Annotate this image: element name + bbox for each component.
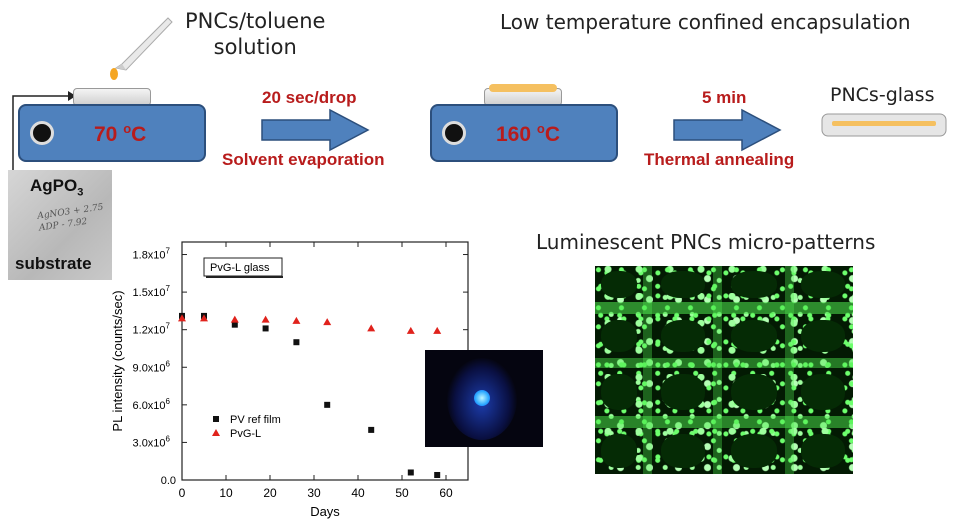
step2-time: 5 min bbox=[702, 88, 747, 107]
y-tick-label: 9.0x106 bbox=[133, 359, 171, 374]
data-point bbox=[406, 326, 415, 334]
y-tick-label: 1.8x107 bbox=[133, 247, 171, 262]
pipette-icon bbox=[110, 17, 173, 80]
y-tick-label: 3.0x106 bbox=[133, 434, 171, 449]
hotplate-knob-icon bbox=[442, 121, 466, 145]
y-tick-label: 1.5x107 bbox=[133, 284, 171, 299]
hotplate-knob-icon bbox=[30, 121, 54, 145]
arrow-right-icon bbox=[261, 108, 370, 152]
legend-marker bbox=[213, 416, 219, 422]
x-tick-label: 30 bbox=[307, 486, 321, 500]
hotplate-160: 160 oC bbox=[430, 104, 618, 162]
legend-entry: PV ref film bbox=[230, 414, 281, 426]
x-tick-label: 20 bbox=[263, 486, 277, 500]
y-tick-label: 6.0x106 bbox=[133, 397, 171, 412]
data-point bbox=[231, 321, 238, 328]
pl-intensity-chart: 0 10 20 30 40 50 60 0.0 3.0x106 6.0x106 9.0x106 1.2… bbox=[110, 241, 469, 519]
data-point bbox=[323, 318, 332, 326]
pncs-glass-dish-icon bbox=[821, 113, 947, 137]
data-point bbox=[433, 326, 442, 334]
temperature-70: 70 oC bbox=[94, 121, 147, 146]
x-tick-label: 60 bbox=[439, 486, 453, 500]
substrate-formula: AgPO3 bbox=[30, 176, 84, 199]
data-point bbox=[367, 324, 376, 332]
substrate-label: substrate bbox=[15, 254, 92, 273]
data-point bbox=[292, 316, 301, 324]
data-point bbox=[261, 315, 270, 323]
data-point bbox=[178, 314, 186, 322]
legend-marker bbox=[212, 429, 220, 436]
data-point bbox=[368, 426, 375, 433]
x-tick-label: 10 bbox=[219, 486, 233, 500]
step1-rate: 20 sec/drop bbox=[262, 88, 357, 107]
x-tick-label: 40 bbox=[351, 486, 365, 500]
y-tick-label: 0.0 bbox=[161, 475, 176, 487]
data-point bbox=[200, 314, 208, 322]
legend-box-title: PvG-L glass bbox=[210, 262, 270, 274]
handwriting-notes: AgNO3 + 2.75 ADP - 7.92 bbox=[36, 202, 105, 234]
data-point bbox=[293, 339, 300, 346]
step1-name: Solvent evaporation bbox=[222, 150, 385, 169]
hotplate-70: 70 oC bbox=[18, 104, 206, 162]
pncs-film bbox=[489, 84, 557, 92]
patterns-title: Luminescent PNCs micro-patterns bbox=[536, 230, 876, 254]
temperature-160: 160 oC bbox=[496, 121, 561, 146]
micro-pattern-image bbox=[595, 266, 853, 474]
y-tick-label: 1.2x107 bbox=[133, 322, 171, 337]
connector-line bbox=[12, 91, 76, 176]
x-tick-label: 0 bbox=[179, 486, 186, 500]
y-axis-label: PL intensity (counts/sec) bbox=[110, 290, 125, 431]
drop-icon bbox=[110, 68, 118, 80]
data-point bbox=[262, 325, 269, 332]
data-point bbox=[230, 315, 239, 323]
step2-name: Thermal annealing bbox=[644, 150, 795, 169]
x-tick-label: 50 bbox=[395, 486, 409, 500]
x-axis-label: Days bbox=[310, 504, 340, 519]
process-title: Low temperature confined encapsulation bbox=[500, 10, 911, 34]
data-point bbox=[407, 469, 414, 476]
legend-entry: PvG-L bbox=[230, 428, 261, 440]
product-label: PNCs-glass bbox=[830, 84, 935, 106]
arrow-right-icon bbox=[673, 108, 782, 152]
substrate-photo: AgPO3 AgNO3 + 2.75 ADP - 7.92 substrate bbox=[8, 170, 112, 280]
pncs-solution-label: PNCs/toluene solution bbox=[185, 9, 326, 59]
data-point bbox=[434, 471, 441, 478]
data-point bbox=[324, 401, 331, 408]
blue-fluorescence-inset bbox=[425, 350, 543, 447]
plot-frame bbox=[181, 241, 469, 481]
